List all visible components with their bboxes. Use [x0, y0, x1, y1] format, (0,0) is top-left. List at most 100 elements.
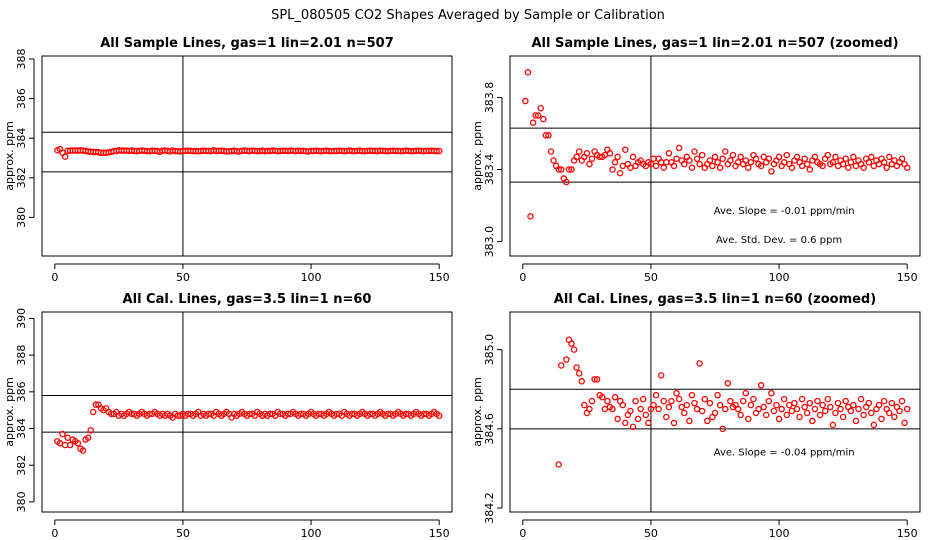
cal-zoomed-point: [619, 401, 627, 409]
sample-zoomed-annotation-0: Ave. Slope = -0.01 ppm/min: [714, 206, 855, 217]
sample-zoomed-point: [883, 164, 890, 171]
sample-zoomed-point: [542, 132, 550, 139]
cal-full-y-tick-label: 386: [15, 381, 28, 402]
sample-zoomed-point: [616, 169, 624, 177]
cal-full-y-tick-label: 390: [15, 308, 28, 329]
cal-zoomed-point: [801, 403, 808, 411]
sample-zoomed-point: [729, 151, 737, 159]
cal-full-y-label: approx. ppm: [3, 377, 16, 447]
sample-zoomed-point: [886, 153, 893, 161]
cal-zoomed-point: [706, 399, 714, 407]
sample-full-x-tick-label: 100: [301, 271, 322, 284]
sample-zoomed-point: [829, 159, 837, 166]
cal-zoomed-point: [581, 401, 588, 409]
cal-zoomed-point: [727, 397, 734, 405]
cal-zoomed-point: [806, 399, 814, 407]
sample-zoomed-point: [737, 153, 744, 161]
sample-zoomed-point: [568, 166, 575, 173]
sample-zoomed-point: [709, 162, 716, 170]
sample-zoomed-point: [652, 162, 660, 170]
cal-full-x-tick-label: 150: [429, 527, 450, 540]
cal-full-x-tick-label: 100: [301, 527, 322, 540]
cal-zoomed-point: [760, 403, 767, 411]
sample-zoomed-x-tick-label: 0: [519, 271, 526, 284]
sample-zoomed-point: [714, 159, 721, 166]
panel-sample-full: All Sample Lines, gas=1 lin=2.01 n=507 0 5…: [3, 36, 453, 284]
cal-zoomed-point: [901, 419, 908, 427]
cal-zoomed-point: [688, 391, 696, 399]
sample-full-plot-frame: [41, 55, 453, 257]
cal-full-y-tick-label: 380: [15, 491, 28, 512]
sample-zoomed-point: [850, 153, 857, 161]
cal-zoomed-point: [716, 401, 724, 409]
cal-zoomed-title: All Cal. Lines, gas=3.5 lin=1 n=60 (zoom…: [554, 292, 876, 307]
cal-zoomed-point: [719, 425, 726, 433]
sample-zoomed-y-tick-label: 383.0: [483, 226, 496, 257]
panel-sample-zoomed: All Sample Lines, gas=1 lin=2.01 n=507 (…: [471, 36, 921, 284]
cal-full-point: [435, 412, 443, 419]
cal-zoomed-annotation-0: Ave. Slope = -0.04 ppm/min: [714, 448, 855, 459]
sample-full-x-tick-label: 0: [51, 271, 58, 284]
cal-zoomed-plot-frame: [509, 311, 921, 513]
cal-zoomed-point: [878, 415, 885, 423]
cal-zoomed-point: [832, 409, 839, 417]
cal-zoomed-point: [827, 403, 834, 411]
sample-zoomed-point: [629, 153, 637, 161]
sample-zoomed-point: [716, 164, 724, 171]
sample-zoomed-point: [788, 164, 796, 171]
figure-suptitle: SPL_080505 CO2 Shapes Averaged by Sample…: [271, 8, 665, 23]
sample-zoomed-point: [819, 162, 826, 170]
cal-full-x-tick-label: 0: [51, 527, 58, 540]
sample-zoomed-point: [801, 155, 808, 162]
sample-full-x-tick-label: 150: [429, 271, 450, 284]
sample-zoomed-point: [903, 164, 911, 171]
cal-zoomed-point: [698, 407, 706, 415]
sample-zoomed-title: All Sample Lines, gas=1 lin=2.01 n=507 (…: [531, 36, 898, 51]
sample-zoomed-point: [575, 148, 583, 155]
cal-full-point: [90, 408, 97, 416]
sample-zoomed-point: [765, 155, 773, 162]
cal-zoomed-point: [640, 395, 647, 403]
cal-zoomed-point: [765, 397, 773, 405]
sample-zoomed-point: [540, 115, 547, 123]
cal-zoomed-point: [857, 395, 865, 403]
cal-zoomed-point: [642, 411, 650, 419]
cal-zoomed-point: [868, 409, 875, 417]
cal-zoomed-x-tick-label: 100: [769, 527, 790, 540]
cal-zoomed-point: [570, 346, 578, 353]
cal-zoomed-point: [675, 395, 683, 403]
cal-zoomed-point: [563, 356, 570, 363]
sample-zoomed-point: [768, 168, 775, 175]
sample-zoomed-point: [611, 159, 619, 166]
sample-zoomed-point: [614, 153, 621, 161]
cal-zoomed-point: [850, 401, 857, 409]
sample-zoomed-point: [547, 148, 555, 155]
sample-zoomed-point: [670, 162, 678, 170]
cal-zoomed-point: [665, 403, 673, 411]
sample-zoomed-point: [847, 159, 855, 166]
cal-zoomed-point: [645, 419, 652, 427]
sample-full-y-label: approx. ppm: [3, 121, 16, 191]
sample-zoomed-point: [839, 160, 847, 168]
sample-zoomed-point: [527, 213, 534, 220]
cal-zoomed-point: [657, 372, 665, 379]
sample-full-y-tick-label: 380: [15, 207, 28, 228]
cal-zoomed-point: [614, 415, 621, 423]
cal-zoomed-point: [686, 417, 693, 425]
cal-zoomed-point: [629, 423, 637, 431]
cal-zoomed-point: [793, 405, 801, 413]
cal-zoomed-point: [757, 382, 765, 389]
sample-zoomed-point: [880, 159, 888, 166]
cal-zoomed-point: [809, 417, 816, 425]
sample-zoomed-point: [606, 150, 614, 157]
sample-zoomed-y-tick-label: 383.8: [483, 82, 496, 114]
cal-zoomed-point: [875, 401, 883, 409]
panel-cal-full: All Cal. Lines, gas=3.5 lin=1 n=60 0 50 100…: [3, 292, 453, 540]
cal-zoomed-point: [691, 399, 698, 407]
cal-zoomed-point: [834, 399, 842, 407]
cal-zoomed-point: [842, 397, 849, 405]
cal-zoomed-point: [783, 411, 791, 419]
cal-zoomed-point: [660, 397, 668, 405]
cal-zoomed-point: [701, 395, 709, 403]
cal-zoomed-point: [739, 397, 747, 405]
